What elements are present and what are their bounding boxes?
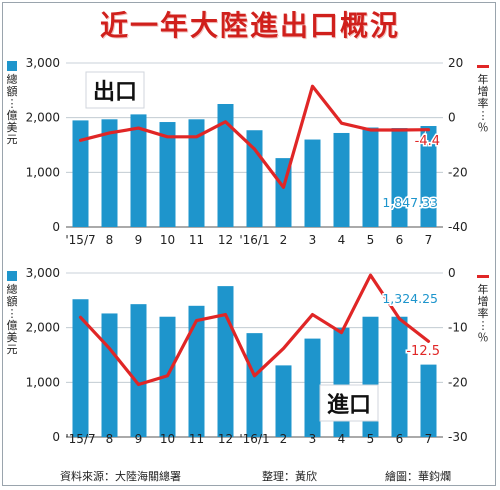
- right-tick-label: -40: [448, 220, 468, 234]
- bar: [246, 333, 263, 437]
- panel-title: 進口: [327, 393, 371, 418]
- category-label: 12: [218, 432, 233, 446]
- left-tick-label: 0: [52, 220, 60, 234]
- right-tick-label: -20: [448, 165, 468, 179]
- category-label: 6: [396, 432, 404, 446]
- category-label: 7: [425, 432, 433, 446]
- category-label: '15/7: [65, 432, 95, 446]
- panel-title-box: [85, 71, 145, 109]
- bar: [130, 304, 147, 437]
- category-label: 10: [160, 233, 175, 247]
- bar: [159, 122, 176, 227]
- category-label: '16/1: [239, 233, 269, 247]
- left-tick-label: 1,000: [26, 165, 60, 179]
- category-label: 10: [160, 432, 175, 446]
- bar: [72, 120, 89, 227]
- category-label: 8: [106, 432, 114, 446]
- right-tick-label: -30: [448, 430, 468, 444]
- footer-editor: 整理：黃欣: [262, 470, 317, 483]
- category-label: 7: [425, 233, 433, 247]
- bar-legend-label: 總額⋮億美元: [7, 282, 18, 356]
- left-tick-label: 2,000: [26, 111, 60, 125]
- bar: [130, 114, 147, 227]
- category-label: 4: [338, 432, 346, 446]
- bar: [362, 127, 379, 227]
- category-label: 12: [218, 233, 233, 247]
- bar-legend-swatch: [7, 61, 17, 71]
- category-label: 9: [135, 233, 143, 247]
- category-label: 5: [367, 233, 375, 247]
- bar: [420, 364, 437, 437]
- category-label: 9: [135, 432, 143, 446]
- bar: [188, 305, 205, 437]
- category-label: '16/1: [239, 432, 269, 446]
- line-legend-swatch: [477, 65, 489, 68]
- category-label: 6: [396, 233, 404, 247]
- category-label: 3: [309, 233, 317, 247]
- line-legend-label: 年增率⋮％: [478, 282, 489, 344]
- category-label: 5: [367, 432, 375, 446]
- bar: [304, 139, 321, 227]
- bar: [101, 119, 118, 227]
- bar: [72, 299, 89, 437]
- right-tick-label: 20: [448, 56, 463, 70]
- bar: [333, 132, 350, 227]
- right-tick-label: -20: [448, 375, 468, 389]
- line-value-label: -4.4: [415, 134, 440, 149]
- bar-value-label: 1,847.33: [382, 195, 438, 210]
- category-label: 8: [106, 233, 114, 247]
- line-legend-swatch: [477, 275, 489, 278]
- page-title: 近一年大陸進出口概況: [99, 9, 400, 42]
- category-label: 11: [189, 233, 204, 247]
- category-label: 4: [338, 233, 346, 247]
- bar: [101, 313, 118, 437]
- bar: [275, 365, 292, 437]
- footer-source: 資料來源：大陸海關總署: [60, 470, 181, 483]
- category-label: 11: [189, 432, 204, 446]
- left-tick-label: 1,000: [26, 375, 60, 389]
- bar: [304, 338, 321, 437]
- panel-title-box: [319, 384, 379, 422]
- left-tick-label: 3,000: [26, 56, 60, 70]
- left-tick-label: 0: [52, 430, 60, 444]
- bar-legend-swatch: [7, 271, 17, 281]
- right-tick-label: -10: [448, 321, 468, 335]
- bar: [217, 104, 234, 227]
- panel-title: 出口: [93, 80, 137, 105]
- category-label: 2: [280, 233, 288, 247]
- left-tick-label: 2,000: [26, 321, 60, 335]
- line-legend-label: 年增率⋮％: [478, 72, 489, 134]
- bar: [391, 128, 408, 227]
- bar: [188, 119, 205, 227]
- bar: [217, 286, 234, 437]
- right-tick-label: 0: [448, 266, 456, 280]
- bar: [391, 316, 408, 437]
- category-label: 3: [309, 432, 317, 446]
- right-tick-label: 0: [448, 111, 456, 125]
- left-tick-label: 3,000: [26, 266, 60, 280]
- footer-artist: 繪圖：華鈞爛: [385, 470, 451, 483]
- line-value-label: -12.5: [406, 344, 440, 359]
- category-label: '15/7: [65, 233, 95, 247]
- bar: [420, 126, 437, 227]
- bar-value-label: 1,324.25: [382, 291, 438, 306]
- bar-legend-label: 總額⋮億美元: [7, 72, 18, 146]
- category-label: 2: [280, 432, 288, 446]
